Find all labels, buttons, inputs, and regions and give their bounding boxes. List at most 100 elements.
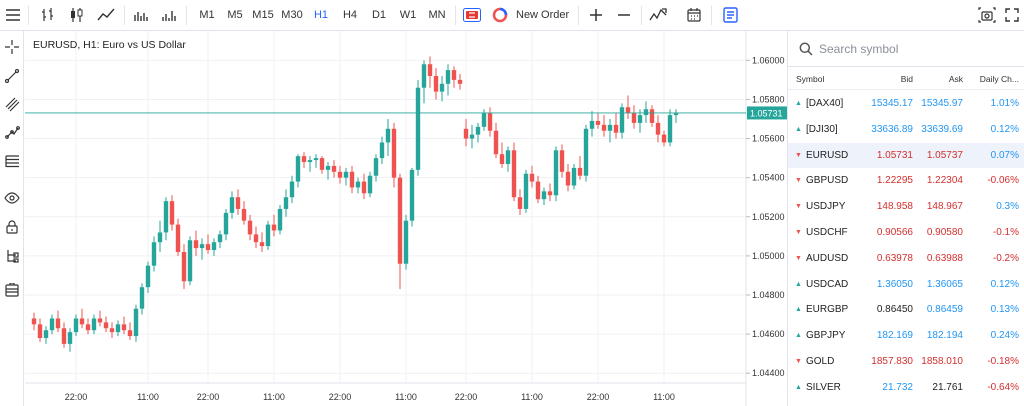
indicators-icon[interactable] [158, 3, 180, 27]
delete-drawings-icon[interactable] [0, 278, 24, 302]
candle-body [37, 324, 43, 339]
candle [121, 316, 127, 335]
object-tree-icon[interactable] [0, 244, 24, 268]
candle [181, 244, 187, 290]
time-tick-label: 22:00 [329, 392, 352, 402]
zoom-out-icon[interactable] [613, 3, 635, 27]
eye-icon[interactable] [0, 186, 24, 210]
channel-icon[interactable] [0, 92, 24, 116]
candle-body [61, 328, 67, 344]
candle [643, 101, 649, 123]
timeframe-m5[interactable]: M5 [227, 9, 243, 21]
line-chart-icon[interactable] [95, 3, 117, 27]
zoom-in-icon[interactable] [585, 3, 607, 27]
candle [403, 214, 409, 270]
watchlist-row-eurusd[interactable]: ▼ EURUSD 1.05731 1.05737 0.07% [788, 142, 1024, 169]
candle-body [55, 318, 61, 329]
polyline-icon[interactable] [0, 120, 24, 144]
candle [139, 283, 145, 315]
crosshair-icon[interactable] [0, 35, 24, 59]
watchlist-row-dji30[interactable]: ▲ [DJI30] 33636.89 33639.69 0.12% [788, 117, 1024, 143]
watchlist-row-gbpjpy[interactable]: ▲ GBPJPY 182.169 182.194 0.24% [788, 323, 1024, 349]
candlestick-chart-icon[interactable] [66, 3, 88, 27]
fibonacci-icon[interactable] [0, 149, 24, 173]
candle-body [613, 124, 619, 133]
candle [511, 142, 517, 202]
candle [547, 183, 553, 202]
fullscreen-icon[interactable] [1002, 3, 1022, 27]
candle-body [109, 328, 115, 333]
candle [559, 144, 565, 178]
candle [109, 322, 115, 339]
timeframe-d1[interactable]: D1 [371, 9, 387, 21]
candle [43, 326, 49, 344]
price-tick-label: 1.05200 [752, 212, 785, 222]
candle [421, 60, 427, 104]
candlestick-chart[interactable]: 1.06000 1.05800 1.05600 1.05400 1.05200 1.050… [25, 31, 787, 406]
indicator-wave-icon[interactable] [647, 3, 669, 27]
trend-line-icon[interactable] [0, 64, 24, 88]
candle [367, 171, 373, 198]
candle-body [583, 128, 589, 176]
lock-icon[interactable] [0, 215, 24, 239]
candle-body [67, 332, 73, 344]
timeframe-mn[interactable]: MN [428, 9, 446, 21]
candle-body [295, 156, 301, 182]
bid-price: 0.90566 [876, 226, 913, 238]
candle [91, 314, 97, 335]
timeframe-m15[interactable]: M15 [252, 9, 274, 21]
candle-body [193, 240, 199, 249]
candle [463, 119, 469, 147]
menu-icon[interactable] [2, 3, 24, 27]
time-tick-label: 22:00 [197, 392, 220, 402]
column-header-bid[interactable]: Bid [900, 74, 913, 84]
new-order-button[interactable]: New Order [492, 3, 572, 27]
watchlist-row-gold[interactable]: ▼ GOLD 1857.830 1858.010 -0.18% [788, 349, 1024, 375]
column-header-daily-change[interactable]: Daily Ch... [979, 74, 1019, 84]
timeframe-h4[interactable]: H4 [342, 9, 358, 21]
timeframe-m1[interactable]: M1 [199, 9, 215, 21]
volumes-icon[interactable] [130, 3, 152, 27]
watchlist-row-eurgbp[interactable]: ▲ EURGBP 0.86450 0.86459 0.13% [788, 297, 1024, 323]
candle-body [649, 109, 655, 123]
daily-change: 0.24% [990, 330, 1019, 342]
candle-body [253, 234, 259, 243]
watchlist-row-usdchf[interactable]: ▼ USDCHF 0.90566 0.90580 -0.1% [788, 220, 1024, 246]
column-header-ask[interactable]: Ask [948, 74, 963, 84]
bar-chart-icon[interactable] [37, 3, 59, 27]
price-chart[interactable]: 1.06000 1.05800 1.05600 1.05400 1.05200 1.050… [25, 31, 787, 406]
candle-body [559, 150, 565, 172]
watchlist-row-usdjpy[interactable]: ▼ USDJPY 148.958 148.967 0.3% [788, 194, 1024, 220]
search-symbol-input[interactable] [819, 36, 1009, 61]
bid-price: 21.732 [882, 381, 913, 393]
candle [583, 124, 589, 182]
candle-body [607, 124, 613, 131]
candle-body [577, 167, 583, 176]
candle [223, 208, 229, 241]
timeframe-w1[interactable]: W1 [399, 9, 417, 21]
candle-body [349, 171, 355, 188]
candle-body [181, 251, 187, 282]
algo-trading-icon[interactable] [461, 3, 483, 27]
watchlist-row-dax40[interactable]: ▲ [DAX40] 15345.17 15345.97 1.01% [788, 91, 1024, 117]
watchlist-row-gbpusd[interactable]: ▼ GBPUSD 1.22295 1.22304 -0.06% [788, 168, 1024, 194]
watchlist-row-audusd[interactable]: ▼ AUDUSD 0.63978 0.63988 -0.2% [788, 246, 1024, 272]
candle [625, 95, 631, 119]
calendar-icon[interactable] [683, 3, 705, 27]
watchlist-row-silver[interactable]: ▲ SILVER 21.732 21.761 -0.64% [788, 375, 1024, 401]
symbol-name: AUDUSD [806, 252, 849, 264]
candle-body [541, 191, 547, 200]
column-header-symbol[interactable]: Symbol [796, 74, 825, 84]
screenshot-icon[interactable] [976, 3, 998, 27]
arrow-down-icon: ▼ [795, 177, 802, 185]
orders-panel-icon[interactable] [719, 3, 741, 27]
candle-body [121, 324, 127, 331]
candle-body [493, 130, 499, 155]
candle-body [49, 318, 55, 331]
candle [295, 154, 301, 188]
candle [343, 167, 349, 186]
watchlist-row-usdcad[interactable]: ▲ USDCAD 1.36050 1.36065 0.12% [788, 272, 1024, 298]
timeframe-m30[interactable]: M30 [281, 9, 303, 21]
timeframe-h1[interactable]: H1 [313, 9, 329, 21]
candle [565, 163, 571, 192]
